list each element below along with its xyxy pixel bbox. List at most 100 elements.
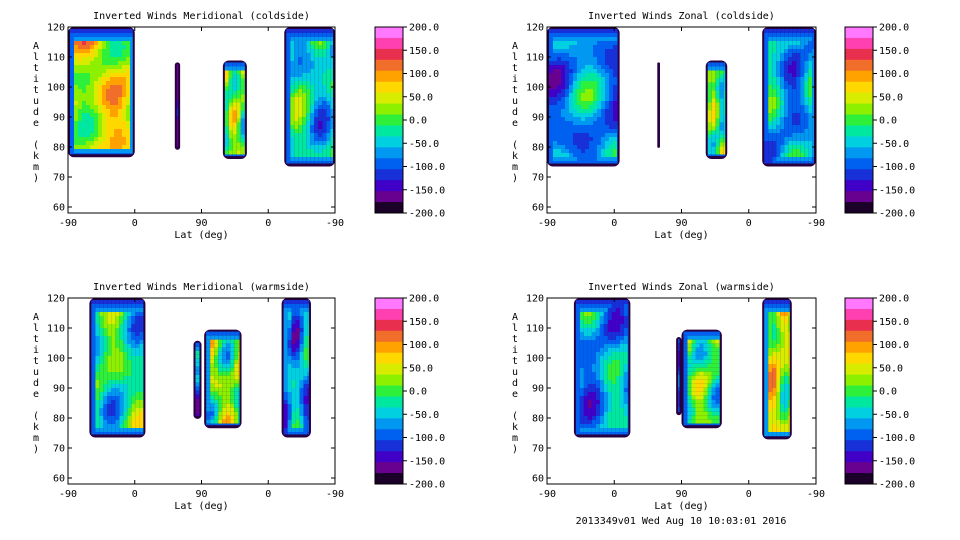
contour-cell [707,407,712,412]
contour-cell [290,41,295,45]
contour-cell [593,153,597,157]
contour-cell [617,85,618,89]
contour-cell [119,388,124,392]
contour-cell [286,89,291,93]
contour-cell [788,356,790,360]
contour-cell [549,113,553,117]
contour-cell [86,45,90,49]
contour-cell [238,335,240,340]
contour-cell [764,141,769,145]
contour-cell [715,90,720,95]
contour-cell [103,316,108,320]
contour-cell [102,77,106,81]
contour-cell [130,97,133,101]
colorbar-swatch [845,125,873,137]
contour-cell [597,109,601,113]
contour-cell [772,85,777,89]
colorbar-swatch [375,180,403,192]
contour-cell [776,312,781,316]
contour-cell [587,300,592,304]
contour-cell [78,97,82,101]
contour-cell [768,45,773,49]
contour-cell [314,117,319,121]
y-tick-label: 80 [532,414,544,425]
contour-cell [553,113,557,117]
contour-cell [595,320,600,324]
contour-cell [593,109,597,113]
contour-cell [768,41,773,45]
contour-cell [583,396,588,400]
contour-cell [577,81,581,85]
contour-cell [131,352,136,356]
contour-cell [103,328,108,332]
contour-cell [107,320,112,324]
contour-cell [99,368,104,372]
contour-cell [303,416,308,420]
contour-cell [695,367,700,372]
contour-cell [114,145,118,149]
contour-cell [599,384,604,388]
contour-cell [106,53,110,57]
contour-cell [581,73,585,77]
contour-cell [236,70,241,75]
contour-cell [94,29,98,33]
contour-cell [593,129,597,133]
contour-cell [695,359,700,364]
contour-cell [776,69,781,73]
contour-cell [609,41,613,45]
contour-cell [715,399,720,404]
contour-cell [611,396,616,400]
contour-cell [130,141,133,145]
y-tick-label: 90 [532,113,544,124]
contour-cell [307,364,309,368]
y-tick-label: 70 [53,173,65,184]
contour-cell [236,102,241,107]
contour-cell [195,358,200,363]
contour-cell [808,149,813,153]
contour-cell [715,130,720,135]
contour-cell [804,93,809,97]
contour-cell [711,359,716,364]
contour-cell [593,53,597,57]
contour-cell [776,141,781,145]
contour-cell [788,89,793,93]
contour-cell [581,157,585,161]
x-tick-label: -90 [326,489,344,500]
contour-cell [764,416,769,420]
contour-cell [286,105,291,109]
contour-cell [715,102,720,107]
contour-cell [218,415,223,420]
contour-cell [107,412,112,416]
contour-cell [569,161,573,164]
contour-cell [703,343,708,348]
contour-cell [569,101,573,105]
contour-cell [691,375,696,380]
contour-cell [214,419,219,424]
contour-cell [585,109,589,113]
contour-cell [78,105,82,109]
contour-cell [214,403,219,408]
contour-cell [699,395,704,400]
contour-cell [691,399,696,404]
contour-cell [290,89,295,93]
contour-cell [111,388,116,392]
contour-cell [711,403,716,408]
contour-cell [86,113,90,117]
colorbar-tick-label: -100.0 [879,162,915,173]
contour-cell [595,380,600,384]
contour-cell [609,141,613,145]
contour-cell [808,153,813,157]
contour-cell [581,85,585,89]
contour-cell [615,344,620,348]
contour-cell [796,93,801,97]
contour-cell [808,125,813,129]
contour-cell [210,363,215,368]
contour-cell [91,412,96,416]
contour-cell [226,343,231,348]
contour-cell [780,380,785,384]
contour-cell [768,121,773,125]
contour-cell [593,149,597,153]
contour-cell [94,129,98,133]
contour-cell [322,141,327,145]
contour-cell [796,97,801,101]
